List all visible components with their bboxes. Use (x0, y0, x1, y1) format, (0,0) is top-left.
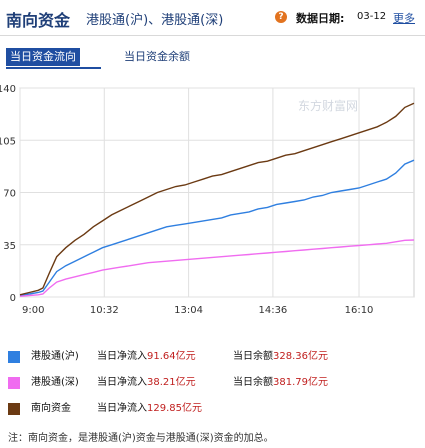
legend-net-label: 当日净流入 (97, 377, 147, 388)
tab-daily-flow[interactable]: 当日资金流向 (6, 48, 80, 66)
legend-bal-value: 328.36亿元 (273, 351, 328, 362)
question-icon[interactable]: ? (275, 11, 287, 23)
page-subtitle: 港股通(沪)、港股通(深) (86, 13, 224, 28)
legend-bal-label: 当日余额 (233, 377, 273, 388)
x-tick-label: 10:32 (90, 305, 119, 316)
x-tick-label: 14:36 (258, 305, 287, 316)
x-tick-label: 13:04 (174, 305, 203, 316)
series-line-0 (19, 159, 415, 297)
legend-net: 当日净流入91.64亿元 (97, 349, 196, 365)
date-value: 03-12 (357, 11, 387, 22)
legend-name: 港股通(深) (31, 377, 79, 388)
header: 南向资金 港股通(沪)、港股通(深) ? 数据日期: 03-12 更多 (0, 0, 425, 36)
legend-bal-label: 当日余额 (233, 351, 273, 362)
legend-net: 当日净流入129.85亿元 (97, 401, 202, 417)
y-tick-label: 70 (3, 189, 16, 200)
legend-swatch (8, 351, 20, 363)
legend-bal: 当日余额328.36亿元 (233, 349, 328, 365)
x-tick-label: 9:00 (22, 305, 44, 316)
legend-bal-value: 381.79亿元 (273, 377, 328, 388)
tab-daily-balance[interactable]: 当日资金余额 (124, 50, 190, 63)
x-tick-label: 16:10 (345, 305, 374, 316)
flow-chart: 0 35 70 105 140 9:00 10:32 13:04 14:36 16:10 东方财富网 (0, 84, 415, 316)
page-title: 南向资金 (6, 11, 71, 30)
legend-swatch (8, 377, 20, 389)
series-line-1 (19, 239, 415, 297)
legend-net-label: 当日净流入 (97, 403, 147, 414)
watermark: 东方财富网 (298, 98, 358, 113)
legend-name: 港股通(沪) (31, 351, 79, 362)
tab-underline (6, 67, 101, 69)
y-tick-label: 35 (3, 241, 16, 252)
series-line-2 (19, 102, 415, 296)
legend-net-value: 129.85亿元 (147, 403, 202, 414)
legend-net: 当日净流入38.21亿元 (97, 375, 196, 391)
more-link[interactable]: 更多 (393, 12, 415, 25)
y-tick-label: 0 (10, 293, 16, 304)
legend-net-value: 38.21亿元 (147, 377, 196, 388)
legend-name: 南向资金 (31, 403, 71, 414)
y-tick-label: 140 (0, 84, 16, 95)
date-label: 数据日期: (296, 12, 345, 25)
legend-bal: 当日余额381.79亿元 (233, 375, 328, 391)
legend-net-label: 当日净流入 (97, 351, 147, 362)
legend-net-value: 91.64亿元 (147, 351, 196, 362)
legend-swatch (8, 403, 20, 415)
footnote: 注：南向资金，是港股通(沪)资金与港股通(深)资金的加总。 (8, 433, 274, 444)
y-tick-label: 105 (0, 136, 16, 147)
